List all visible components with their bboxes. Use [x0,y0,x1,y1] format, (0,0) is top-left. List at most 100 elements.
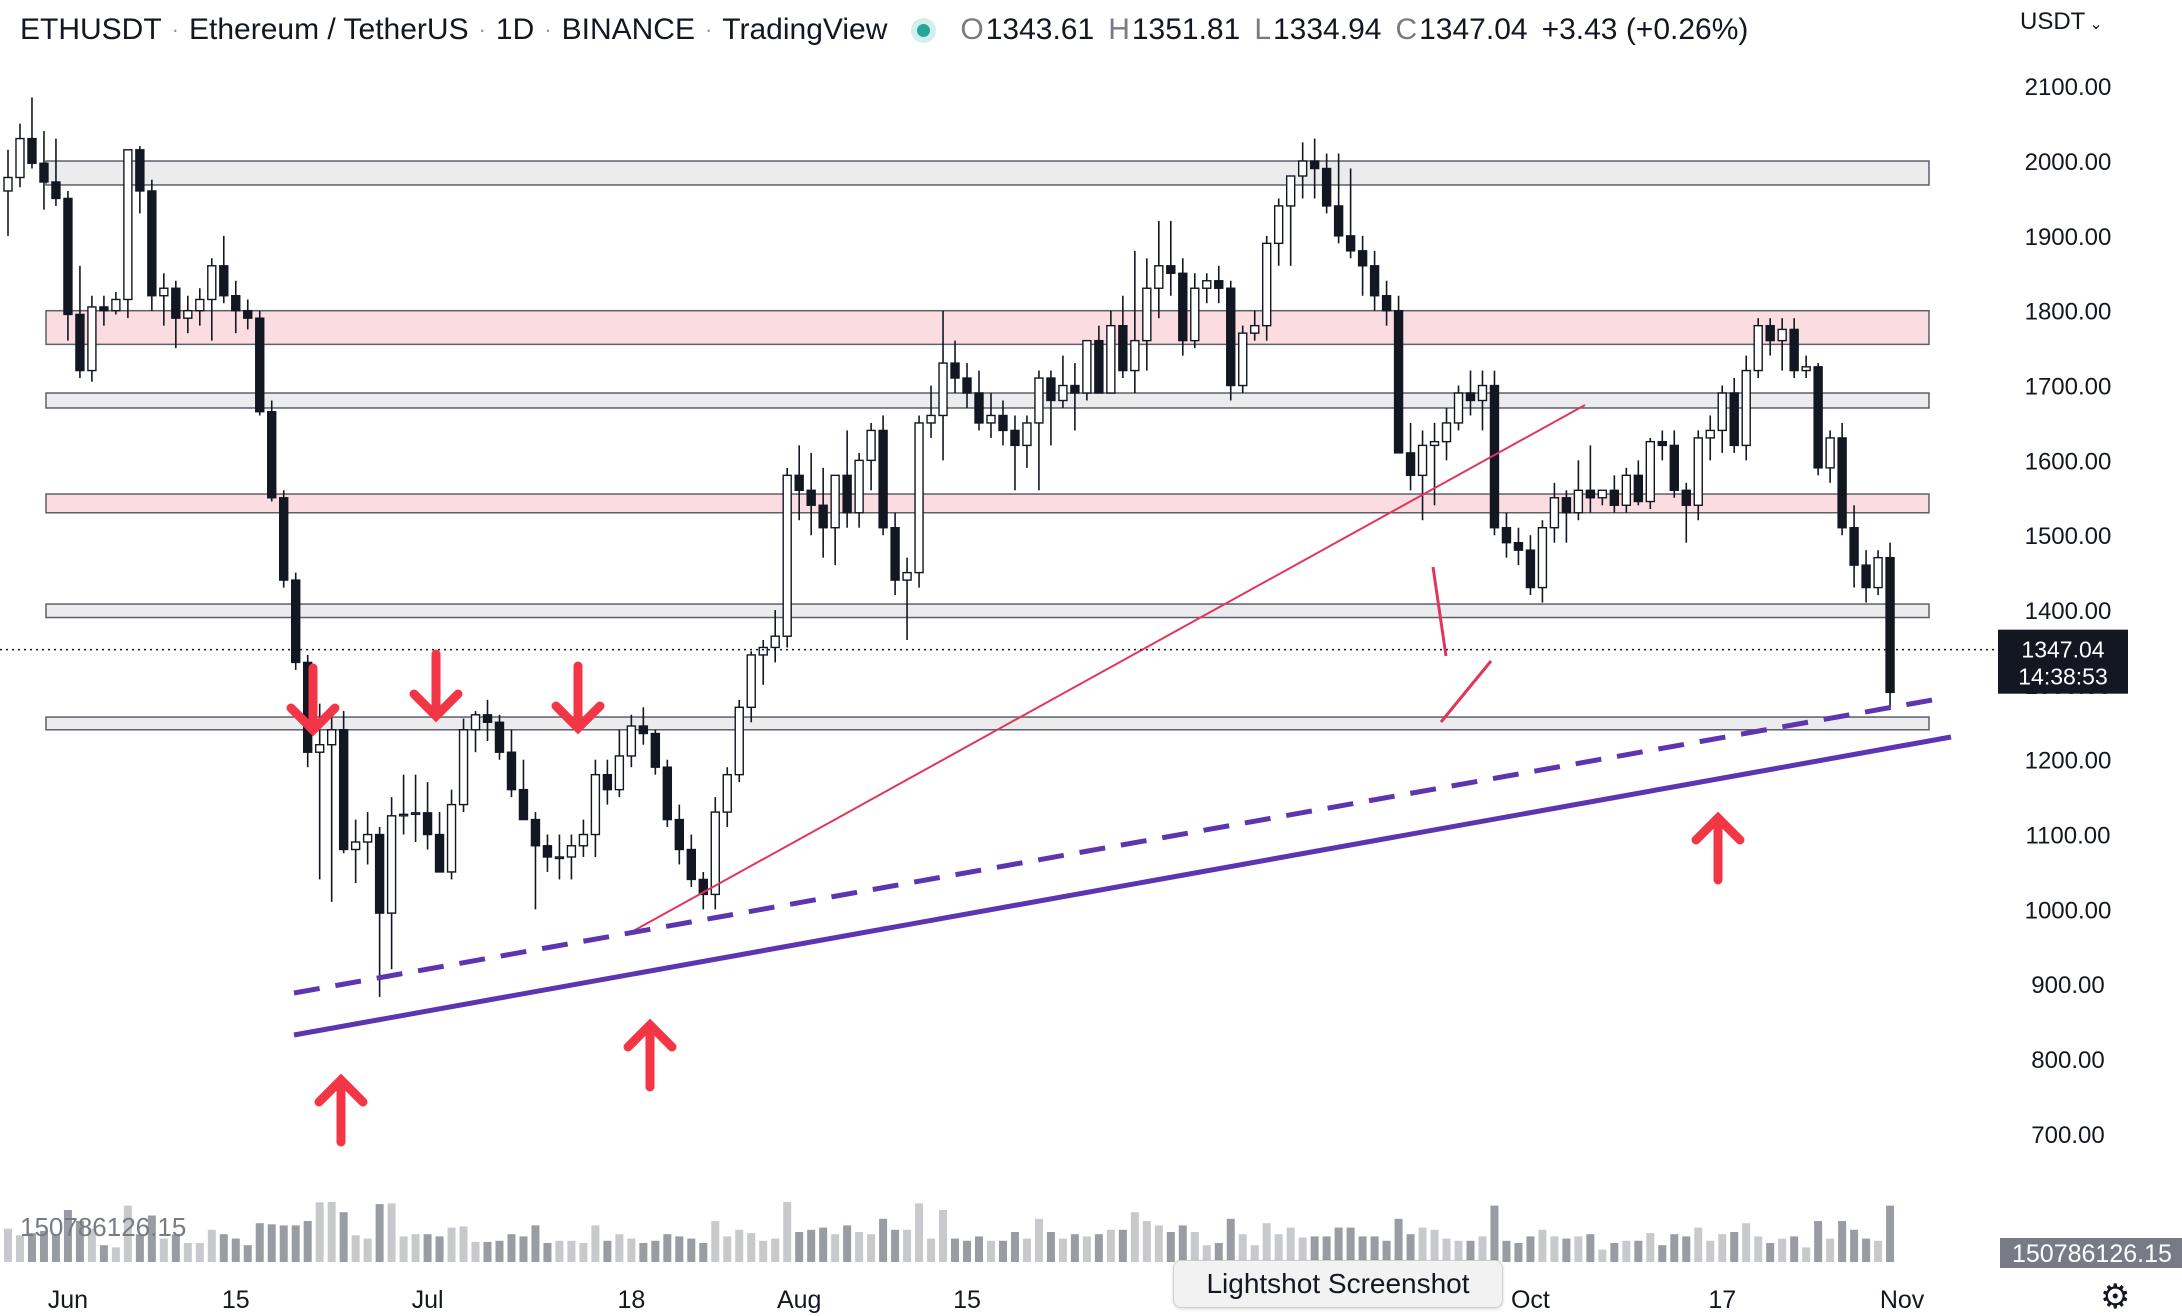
zone-layer [45,160,1930,731]
low-label: L [1254,13,1271,46]
volume-bar [1562,1238,1571,1262]
candle [1441,407,1452,461]
candle [1681,482,1691,543]
zone-0[interactable] [45,160,1930,186]
candle [1789,318,1799,379]
open-label: O [960,13,984,46]
y-tick-label: 1100.00 [2026,823,2111,850]
volume-bar [1538,1229,1547,1262]
candle [1321,153,1332,214]
volume-bar [1826,1238,1835,1262]
candle [530,812,541,910]
zone-1[interactable] [45,309,1930,346]
volume-bar [447,1227,456,1262]
market-status-icon[interactable] [917,23,931,37]
zone-2[interactable] [45,392,1930,409]
volume-bar [1802,1247,1811,1262]
candle [1609,475,1620,513]
volume-bar [1598,1249,1607,1262]
candle [1753,318,1763,379]
x-tick-label: 18 [617,1286,645,1314]
candle [1226,280,1236,401]
volume-bar [1166,1232,1175,1262]
volume-bar [135,1234,144,1262]
trendline-red[interactable] [625,404,1586,936]
candle [1238,325,1248,394]
y-tick-label: 1700.00 [2025,374,2112,401]
y-tick-label: 700.00 [2031,1122,2104,1149]
candle [267,400,277,502]
volume-bar [87,1228,96,1262]
y-tick-label: 1600.00 [2025,448,2112,475]
candle [482,699,493,741]
support-line-dashed[interactable] [293,696,1939,996]
volume-bar [1778,1238,1787,1262]
x-tick-label: Jul [412,1286,444,1314]
candle [1813,363,1823,476]
candle [1357,235,1368,296]
x-axis[interactable]: Jun 15 Jul 18 Aug 15 Oct 17 Nov [48,1286,1925,1314]
candle [1585,445,1596,513]
symbol-name[interactable]: ETHUSDT [20,13,162,46]
candle [171,280,181,349]
candle [219,235,229,304]
down-arrow-icon [551,661,605,735]
volume-bar [1082,1236,1091,1262]
candle [255,310,265,416]
currency-selector[interactable]: USDT ⌄ [2020,8,2103,36]
candle [1417,430,1428,521]
candle [39,131,49,210]
zone-4[interactable] [45,603,1930,619]
volume-bar [891,1229,900,1262]
candle [63,190,73,341]
candle [1046,370,1056,446]
volume-bar [159,1238,168,1262]
volume-bar [303,1221,312,1262]
volume-bar [1142,1221,1151,1262]
candle [974,370,984,431]
volume-bar [1742,1223,1751,1262]
volume-bar [1418,1227,1427,1262]
candle [195,288,205,326]
candle [1573,460,1584,521]
volume-bar [1310,1236,1319,1262]
volume-bar [939,1210,948,1262]
lightshot-label: Lightshot Screenshot [1206,1268,1470,1299]
candle [1405,422,1416,491]
volume-bar [1382,1240,1391,1262]
candle [1381,280,1392,326]
support-line-solid[interactable] [293,734,1952,1038]
candle [698,871,708,910]
volume-bar [879,1218,888,1262]
volume-bar [15,1235,24,1262]
volume-bar [603,1240,612,1262]
candle [818,467,828,558]
volume-bar [723,1236,732,1262]
volume-bar [759,1240,768,1262]
candle [87,295,97,382]
volume-bar [663,1234,672,1262]
candle [1214,265,1224,304]
volume-bar [1622,1240,1631,1262]
volume-bar [639,1243,648,1262]
candle [626,714,637,768]
y-axis[interactable]: 700.00 800.00 900.00 1000.00 1100.00 1200.00 1… [2025,74,2112,1149]
volume-bar [1514,1243,1523,1262]
volume-bar [1886,1205,1895,1262]
volume-bar [1274,1234,1283,1262]
volume-bar [4,1228,12,1262]
candle [279,490,289,588]
volume-bar [1694,1227,1703,1262]
volume-bar [183,1243,192,1262]
volume-bar [1130,1212,1139,1262]
volume-bar [1358,1236,1367,1262]
interval[interactable]: 1D [495,13,535,46]
volume-bar [1250,1245,1259,1262]
price-label-value: 1347.04 [2021,637,2104,663]
gear-icon[interactable]: ⚙ [2100,1278,2131,1316]
zone-3[interactable] [45,493,1930,514]
candle [1693,430,1703,521]
zone-5[interactable] [45,716,1930,731]
candle [998,400,1008,446]
